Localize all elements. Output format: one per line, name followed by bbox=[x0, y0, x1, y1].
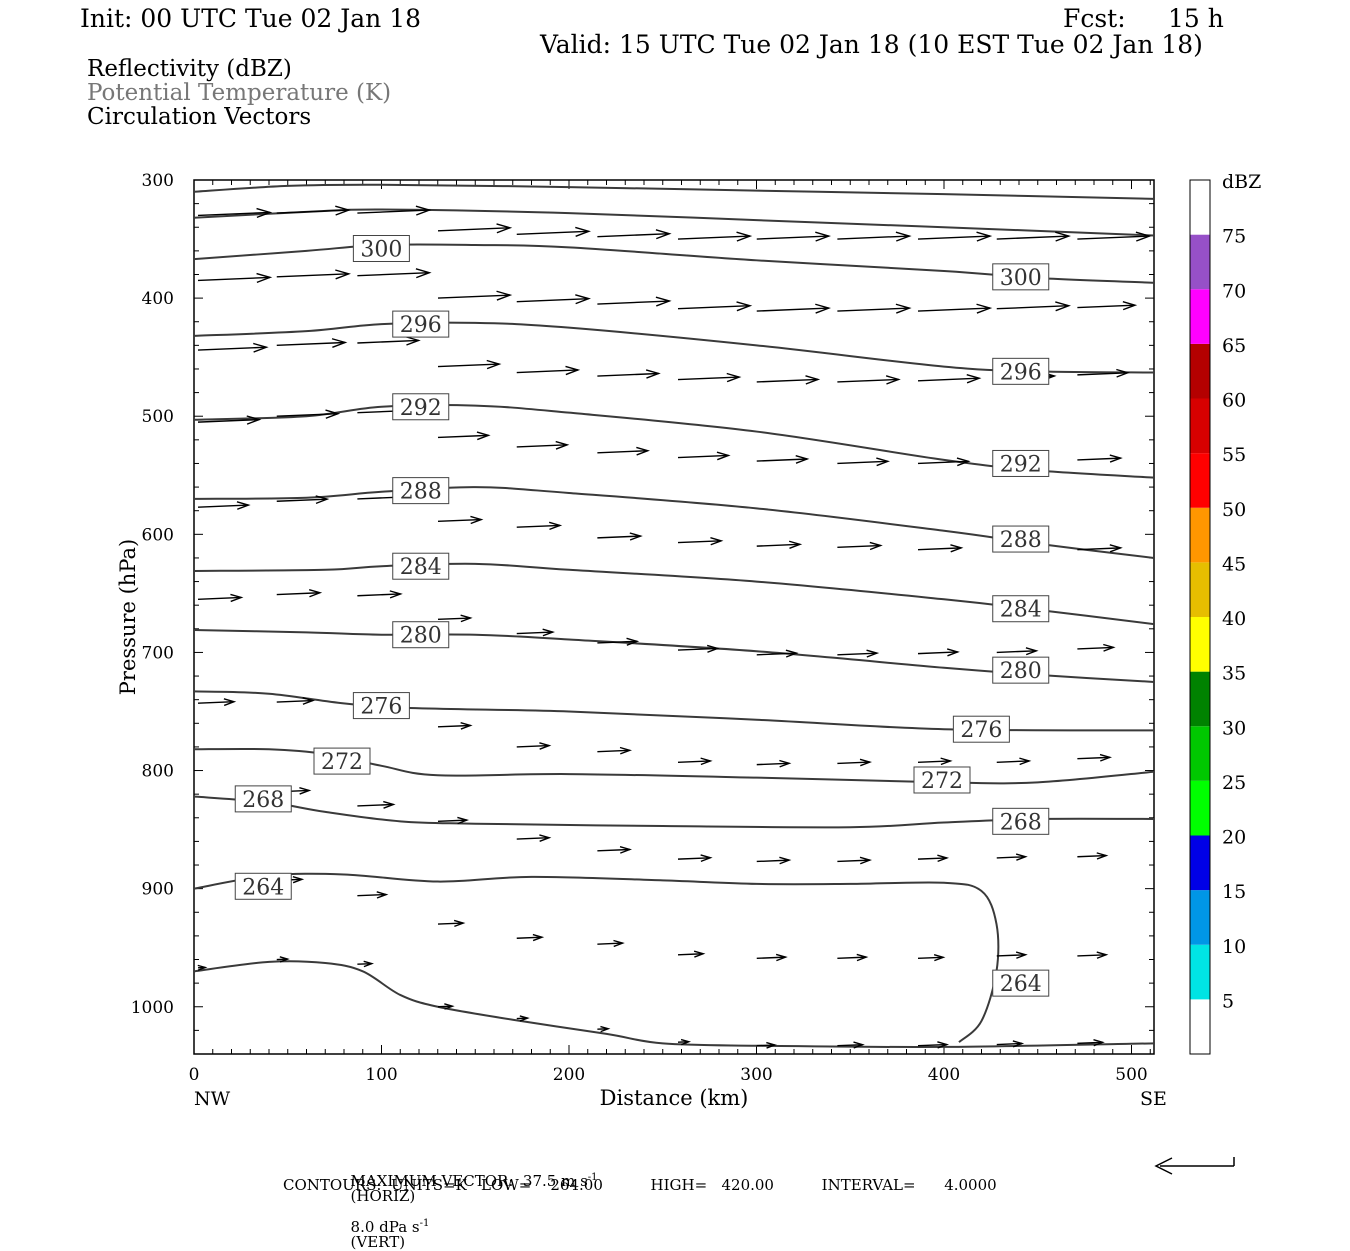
svg-text:300: 300 bbox=[360, 238, 402, 263]
svg-text:284: 284 bbox=[1000, 598, 1042, 623]
colorbar-swatch bbox=[1190, 890, 1210, 945]
x-right-end-label: SE bbox=[1140, 1088, 1167, 1110]
x-tick-label: 0 bbox=[189, 1065, 200, 1085]
contour-label: 280 bbox=[393, 622, 449, 649]
y-axis-title: Pressure (hPa) bbox=[116, 539, 140, 695]
colorbar-label: 10 bbox=[1222, 936, 1246, 958]
contour-label: 296 bbox=[393, 311, 449, 338]
colorbar-label: 5 bbox=[1222, 990, 1234, 1012]
colorbar-label: 30 bbox=[1222, 717, 1246, 739]
svg-text:276: 276 bbox=[960, 718, 1002, 743]
colorbar-swatch bbox=[1190, 945, 1210, 1000]
contour-label: 272 bbox=[914, 767, 970, 794]
svg-text:296: 296 bbox=[1000, 360, 1042, 385]
svg-text:288: 288 bbox=[400, 480, 442, 505]
colorbar-swatch bbox=[1190, 726, 1210, 781]
svg-text:300: 300 bbox=[1000, 266, 1042, 291]
colorbar-label: 45 bbox=[1222, 553, 1246, 575]
contour-label: 284 bbox=[393, 553, 449, 580]
svg-text:288: 288 bbox=[1000, 528, 1042, 553]
colorbar-label: 20 bbox=[1222, 827, 1246, 849]
colorbar-swatch bbox=[1190, 289, 1210, 344]
colorbar-label: 40 bbox=[1222, 608, 1246, 630]
svg-text:284: 284 bbox=[400, 555, 442, 580]
contour-label: 292 bbox=[393, 394, 449, 421]
colorbar-label: 60 bbox=[1222, 390, 1246, 412]
y-tick-label: 800 bbox=[142, 762, 174, 782]
contour-label: 276 bbox=[953, 716, 1009, 743]
contour-label: 276 bbox=[353, 693, 409, 720]
colorbar-swatch bbox=[1190, 999, 1210, 1054]
contours-info: CONTOURS: UNITS=K LOW= 264.00 HIGH= 420.… bbox=[283, 1178, 997, 1193]
svg-text:296: 296 bbox=[400, 313, 442, 338]
colorbar-label: 75 bbox=[1222, 226, 1246, 248]
contour-label: 268 bbox=[235, 786, 291, 813]
colorbar-label: 70 bbox=[1222, 280, 1246, 302]
colorbar-swatch bbox=[1190, 672, 1210, 727]
contour-label: 264 bbox=[993, 970, 1049, 997]
colorbar-label: 55 bbox=[1222, 444, 1246, 466]
svg-text:276: 276 bbox=[360, 695, 402, 720]
x-tick-label: 400 bbox=[928, 1065, 960, 1085]
svg-text:292: 292 bbox=[400, 396, 442, 421]
reflectivity-colorbar: 5 10 15 20 25 30 35 40 45 50 55 60 65 70 75 dBZ bbox=[1190, 171, 1261, 1054]
colorbar-swatch bbox=[1190, 836, 1210, 891]
y-tick-label: 400 bbox=[142, 289, 174, 309]
max-vector-info: MAXIMUM VECTOR: 37.5 m s-1 (HORIZ) 8.0 d… bbox=[341, 1158, 598, 1250]
contour-label: 300 bbox=[353, 236, 409, 263]
x-axis-title: Distance (km) bbox=[600, 1086, 749, 1110]
reference-vector-arrow bbox=[1156, 1157, 1234, 1174]
colorbar-swatch bbox=[1190, 344, 1210, 399]
y-tick-label: 700 bbox=[142, 643, 174, 663]
svg-text:272: 272 bbox=[921, 769, 963, 794]
x-left-end-label: NW bbox=[194, 1088, 231, 1110]
y-tick-label: 900 bbox=[142, 880, 174, 900]
y-tick-label: 300 bbox=[142, 171, 174, 191]
svg-text:292: 292 bbox=[1000, 452, 1042, 477]
contour-label: 268 bbox=[993, 808, 1049, 835]
colorbar-label: 35 bbox=[1222, 663, 1246, 685]
colorbar-swatch bbox=[1190, 180, 1210, 235]
svg-text:280: 280 bbox=[1000, 659, 1042, 684]
y-tick-label: 600 bbox=[142, 525, 174, 545]
svg-text:264: 264 bbox=[242, 875, 284, 900]
max-vector-vert-exponent: -1 bbox=[420, 1218, 430, 1229]
contour-label: 264 bbox=[235, 873, 291, 900]
x-tick-label: 300 bbox=[740, 1065, 772, 1085]
x-tick-label: 100 bbox=[365, 1065, 397, 1085]
x-tick-label: 200 bbox=[553, 1065, 585, 1085]
max-vector-vert-label: (VERT) bbox=[351, 1233, 406, 1251]
y-tick-label: 500 bbox=[142, 407, 174, 427]
contour-label: 300 bbox=[993, 264, 1049, 291]
colorbar-swatch bbox=[1190, 453, 1210, 508]
contour-label: 288 bbox=[393, 478, 449, 505]
colorbar-swatch bbox=[1190, 562, 1210, 617]
svg-text:272: 272 bbox=[321, 750, 363, 775]
svg-text:264: 264 bbox=[1000, 972, 1042, 997]
svg-text:268: 268 bbox=[1000, 810, 1042, 835]
colorbar-swatch bbox=[1190, 781, 1210, 836]
contour-label: 280 bbox=[993, 657, 1049, 684]
colorbar-swatch bbox=[1190, 399, 1210, 454]
colorbar-unit: dBZ bbox=[1222, 171, 1261, 193]
contour-label: 292 bbox=[993, 450, 1049, 477]
colorbar-label: 50 bbox=[1222, 499, 1246, 521]
contour-label: 272 bbox=[314, 748, 370, 775]
contour-label: 296 bbox=[993, 358, 1049, 385]
svg-text:268: 268 bbox=[242, 788, 284, 813]
x-tick-label: 500 bbox=[1115, 1065, 1147, 1085]
colorbar-swatch bbox=[1190, 617, 1210, 672]
colorbar-swatch bbox=[1190, 508, 1210, 563]
colorbar-label: 65 bbox=[1222, 335, 1246, 357]
colorbar-label: 25 bbox=[1222, 772, 1246, 794]
y-tick-label: 1000 bbox=[131, 998, 174, 1018]
contour-label: 284 bbox=[993, 596, 1049, 623]
svg-text:280: 280 bbox=[400, 624, 442, 649]
contour-label: 288 bbox=[993, 526, 1049, 553]
cross-section-plot: 3003002962962922922882882842842802802762… bbox=[0, 0, 1350, 1200]
colorbar-label: 15 bbox=[1222, 881, 1246, 903]
colorbar-swatch bbox=[1190, 235, 1210, 290]
